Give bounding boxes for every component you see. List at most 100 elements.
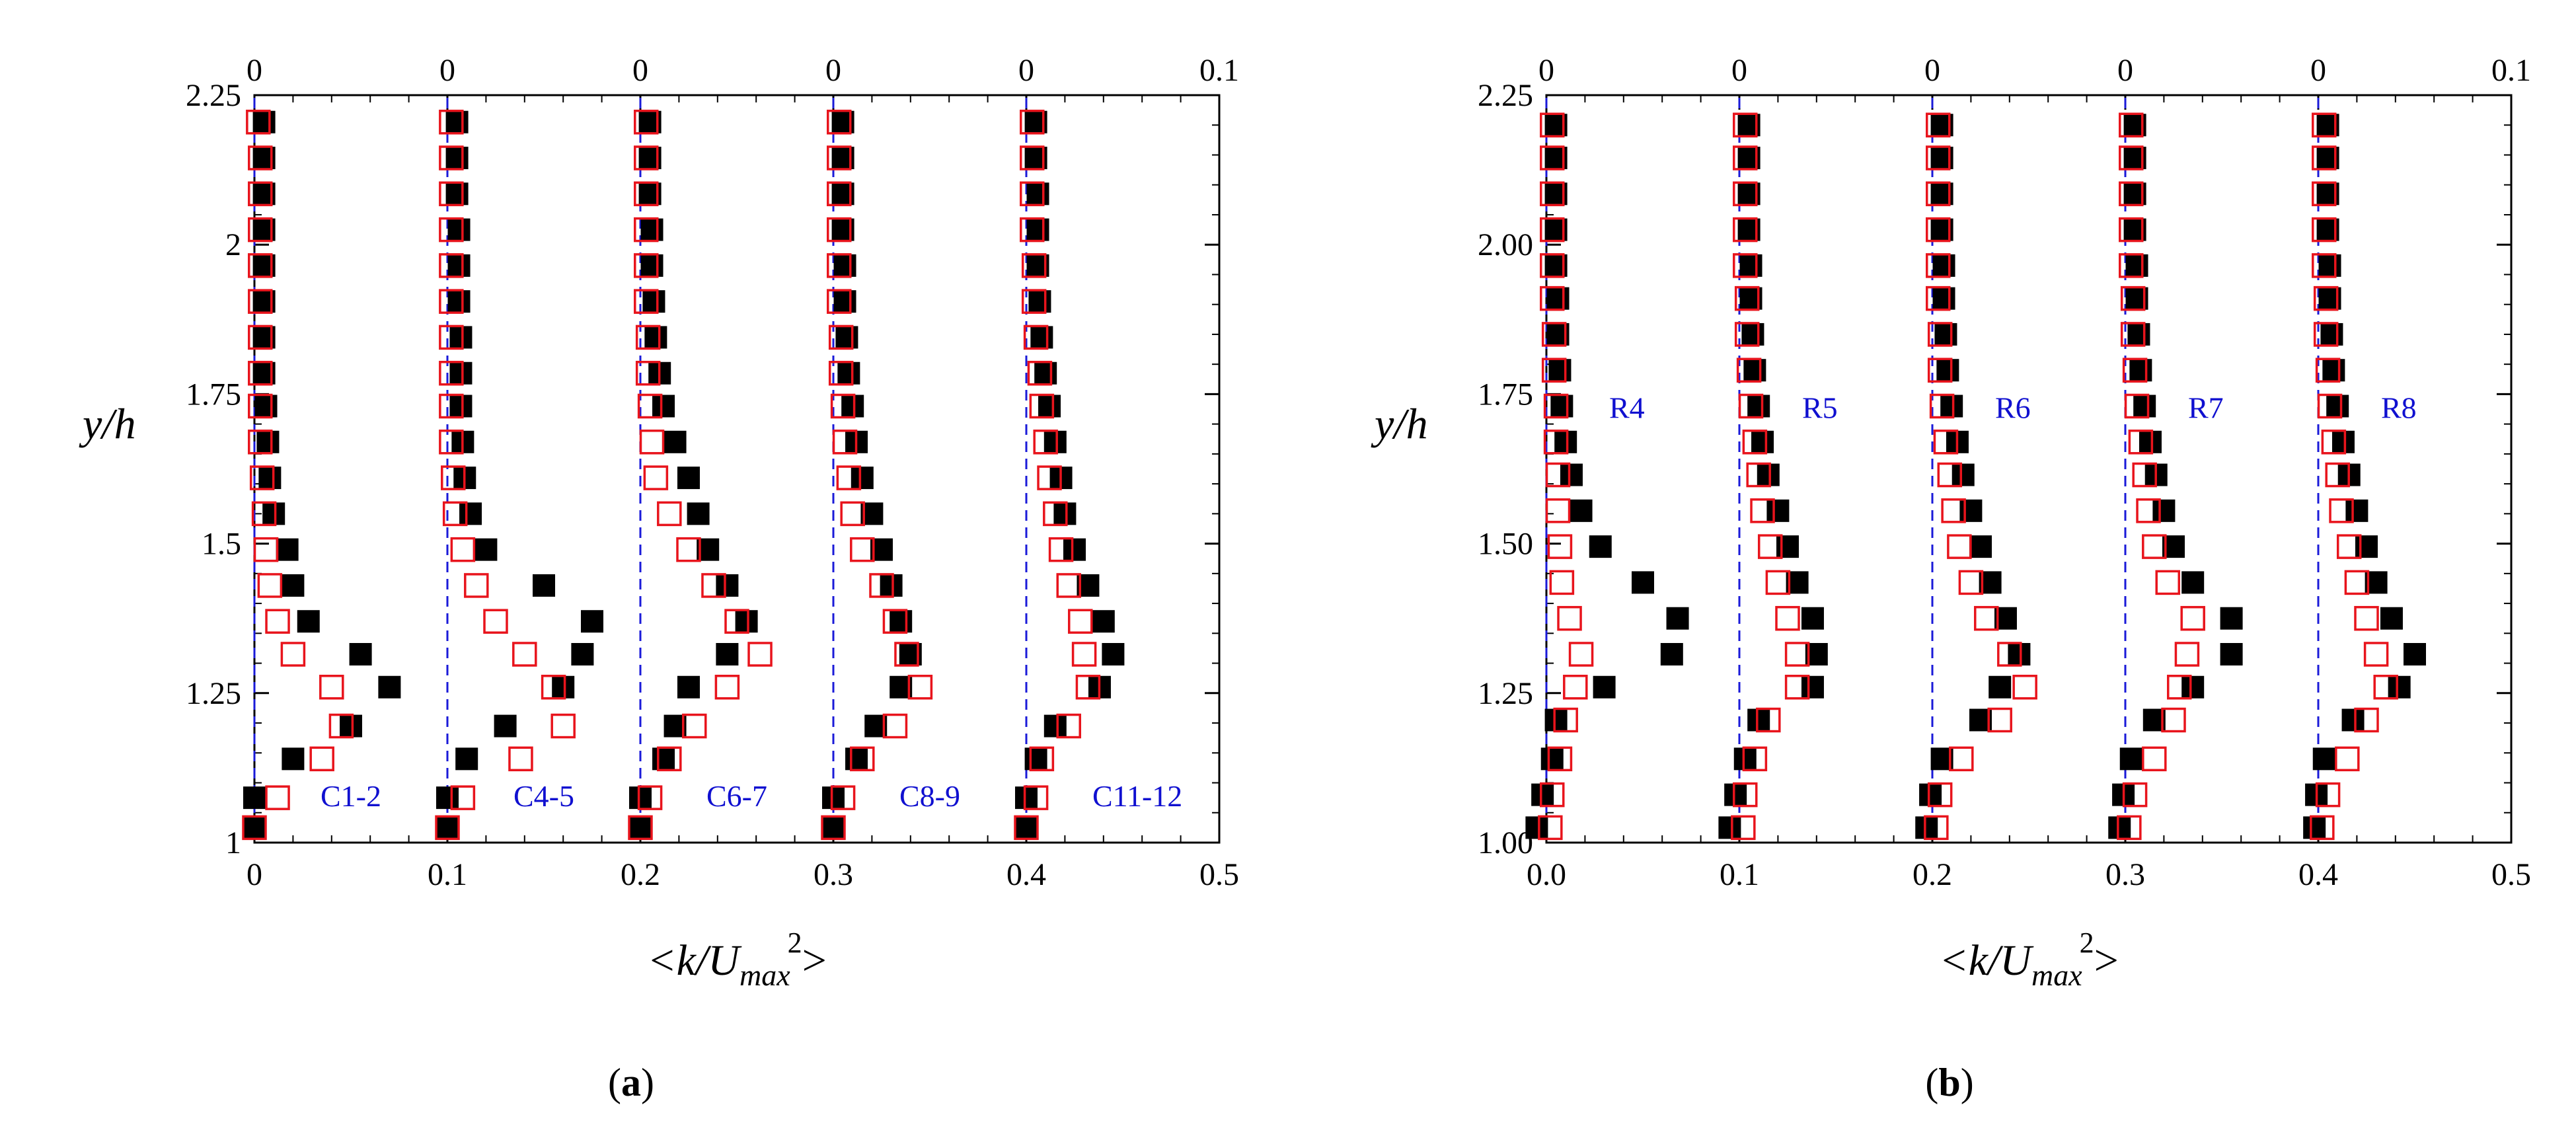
open-marker bbox=[2142, 746, 2167, 772]
open-marker bbox=[319, 675, 344, 700]
filled-marker bbox=[1593, 675, 1616, 699]
top-tick-label: 0 bbox=[1731, 53, 1747, 88]
top-tick-label: 0 bbox=[439, 53, 455, 88]
open-marker bbox=[257, 573, 283, 598]
filled-marker bbox=[2133, 395, 2156, 418]
open-marker bbox=[1549, 570, 1575, 595]
filled-marker bbox=[1951, 463, 1975, 486]
filled-marker bbox=[833, 290, 856, 313]
filled-marker bbox=[2008, 642, 2031, 665]
open-marker bbox=[1547, 746, 1573, 772]
filled-marker bbox=[1560, 463, 1583, 486]
open-marker bbox=[827, 217, 852, 243]
y-tick-label: 2.25 bbox=[186, 78, 241, 113]
top-tick-label: 0 bbox=[1924, 53, 1940, 88]
open-marker bbox=[701, 573, 726, 598]
filled-marker bbox=[571, 642, 594, 665]
filled-marker bbox=[822, 816, 845, 839]
profile-C6-7: C6-7 bbox=[628, 98, 773, 841]
open-marker bbox=[1926, 285, 1951, 311]
open-marker bbox=[2363, 642, 2389, 667]
open-marker bbox=[2354, 605, 2379, 631]
open-marker bbox=[248, 253, 273, 278]
open-marker bbox=[828, 360, 854, 386]
open-marker bbox=[1538, 815, 1563, 841]
open-marker bbox=[541, 675, 566, 700]
open-marker bbox=[450, 537, 476, 562]
filled-marker bbox=[447, 254, 471, 277]
open-marker bbox=[2119, 181, 2144, 207]
open-marker bbox=[1734, 322, 1760, 347]
filled-marker bbox=[297, 610, 320, 633]
open-marker bbox=[265, 609, 290, 634]
filled-marker bbox=[1589, 535, 1612, 558]
filled-marker bbox=[455, 747, 478, 771]
open-marker bbox=[248, 430, 273, 455]
filled-marker bbox=[1747, 708, 1770, 732]
filled-marker bbox=[2152, 499, 2176, 522]
open-marker bbox=[1540, 285, 1565, 311]
filled-marker bbox=[652, 395, 675, 418]
filled-marker bbox=[2220, 607, 2243, 630]
filled-marker bbox=[1531, 783, 1554, 806]
filled-marker bbox=[2404, 642, 2426, 665]
filled-marker bbox=[2125, 254, 2148, 277]
open-marker bbox=[714, 675, 740, 700]
filled-marker bbox=[449, 395, 473, 418]
open-marker bbox=[439, 253, 464, 278]
filled-marker bbox=[282, 747, 305, 771]
y-axis-title: y/h bbox=[79, 400, 136, 449]
filled-marker bbox=[1919, 783, 1942, 806]
open-marker bbox=[2119, 112, 2144, 137]
filled-marker bbox=[349, 642, 372, 665]
filled-marker bbox=[1766, 499, 1790, 522]
filled-marker bbox=[2108, 816, 2131, 839]
filled-marker bbox=[2303, 816, 2326, 839]
open-marker bbox=[253, 537, 279, 562]
open-marker bbox=[248, 217, 273, 243]
open-marker bbox=[1987, 707, 2012, 733]
filled-marker bbox=[282, 574, 305, 597]
open-marker bbox=[248, 324, 273, 350]
open-marker bbox=[1020, 217, 1045, 243]
open-marker bbox=[1958, 570, 1984, 595]
open-marker bbox=[1733, 217, 1758, 243]
open-marker bbox=[248, 289, 273, 314]
open-marker bbox=[1757, 534, 1783, 559]
open-marker bbox=[439, 393, 464, 419]
open-marker bbox=[2122, 782, 2148, 808]
open-marker bbox=[2124, 393, 2150, 419]
filled-marker bbox=[474, 538, 498, 561]
open-marker bbox=[1020, 145, 1045, 171]
filled-marker bbox=[243, 816, 266, 839]
filled-marker bbox=[581, 610, 603, 633]
open-marker bbox=[2325, 462, 2350, 488]
filled-marker bbox=[252, 110, 276, 133]
open-marker bbox=[2312, 181, 2337, 207]
x-tick-label: 0.4 bbox=[2298, 857, 2338, 892]
filled-marker bbox=[822, 786, 845, 810]
open-marker bbox=[634, 253, 659, 278]
open-marker bbox=[2122, 358, 2148, 383]
x-tick-label: 0.2 bbox=[621, 857, 660, 892]
filled-marker bbox=[1747, 395, 1770, 418]
filled-marker bbox=[716, 574, 739, 597]
filled-marker bbox=[1932, 254, 1955, 277]
open-marker bbox=[1545, 462, 1571, 488]
filled-marker bbox=[1660, 642, 1683, 665]
filled-marker bbox=[1540, 747, 1564, 771]
open-marker bbox=[1731, 815, 1756, 841]
filled-marker bbox=[445, 110, 469, 133]
panel-a: 0 0 0.1 0 0.2 0 0.3 0 0.4 0 0.5 0.1 1 1.25 1.5 1.75 2 2.2… bbox=[79, 53, 1239, 1104]
open-marker bbox=[2312, 145, 2337, 171]
x-tick-label: 0.2 bbox=[1913, 857, 1952, 892]
y-axis-title: y/h bbox=[1371, 400, 1428, 449]
open-marker bbox=[2155, 570, 2180, 595]
filled-marker bbox=[2331, 430, 2355, 453]
filled-marker bbox=[1801, 607, 1824, 630]
open-marker bbox=[634, 217, 659, 243]
open-marker bbox=[1023, 324, 1049, 350]
open-marker bbox=[1056, 713, 1081, 739]
x-tick-label: 0.3 bbox=[2105, 857, 2145, 892]
open-marker bbox=[439, 289, 464, 314]
